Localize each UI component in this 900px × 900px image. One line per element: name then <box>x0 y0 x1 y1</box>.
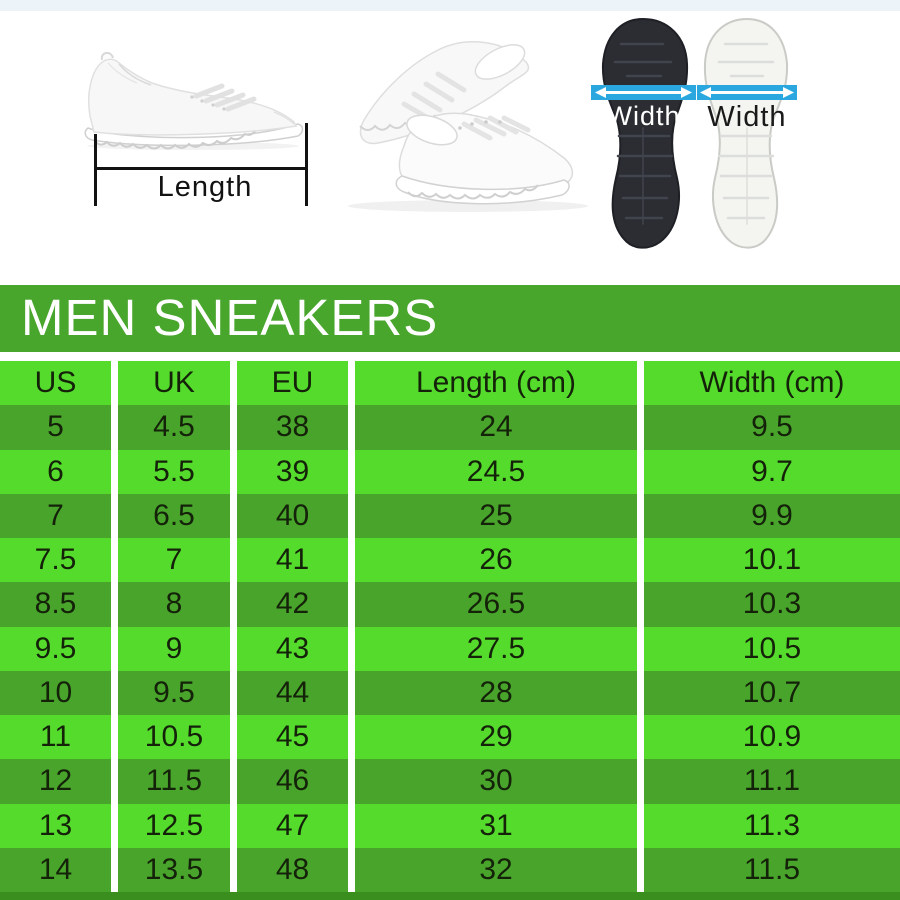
table-cell: 9.5 <box>118 670 230 715</box>
table-row: 11 10.5 45 29 10.9 <box>0 715 900 760</box>
table-cell: 9.5 <box>644 405 900 450</box>
table-cell: 14 <box>0 847 111 892</box>
table-cell: 9.5 <box>0 626 111 671</box>
table-cell: 46 <box>237 759 348 804</box>
table-cell: 38 <box>237 405 348 450</box>
table-cell: 10.7 <box>644 670 900 715</box>
table-cell: 6.5 <box>118 493 230 538</box>
table-cell: 39 <box>237 449 348 494</box>
table-cell: 13.5 <box>118 847 230 892</box>
table-cell: 9 <box>118 626 230 671</box>
chart-title: MEN SNEAKERS <box>0 285 900 352</box>
table-cell: 45 <box>237 715 348 760</box>
table-cell: 29 <box>355 715 637 760</box>
table-row: 10 9.5 44 28 10.7 <box>0 670 900 715</box>
table-row: 7 6.5 40 25 9.9 <box>0 493 900 538</box>
table-cell: 12 <box>0 759 111 804</box>
table-cell: 13 <box>0 803 111 848</box>
table-cell: 8 <box>118 582 230 627</box>
header-row: US UK EU Length (cm) Width (cm) <box>0 361 900 406</box>
table-cell: 12.5 <box>118 803 230 848</box>
table-cell: 32 <box>355 847 637 892</box>
table-cell: 11.3 <box>644 803 900 848</box>
table-cell: 31 <box>355 803 637 848</box>
table-cell: 25 <box>355 493 637 538</box>
table-cell: 7.5 <box>0 538 111 583</box>
table-cell: 30 <box>355 759 637 804</box>
length-tick-right <box>305 123 308 206</box>
column-header: Width (cm) <box>644 361 900 406</box>
table-row: 9.5 9 43 27.5 10.5 <box>0 626 900 671</box>
column-header: UK <box>118 361 230 406</box>
length-label: Length <box>157 171 253 203</box>
table-cell: 40 <box>237 493 348 538</box>
table-cell: 11.1 <box>644 759 900 804</box>
column-header: EU <box>237 361 348 406</box>
bottom-border-strip <box>0 892 900 900</box>
table-cell: 26.5 <box>355 582 637 627</box>
table-cell: 24.5 <box>355 449 637 494</box>
table-cell: 5.5 <box>118 449 230 494</box>
width-label-white-sole: Width <box>707 101 787 133</box>
sneaker-pair-photo <box>348 41 588 212</box>
table-cell: 7 <box>118 538 230 583</box>
table-cell: 48 <box>237 847 348 892</box>
table-cell: 4.5 <box>118 405 230 450</box>
table-cell: 42 <box>237 582 348 627</box>
table-cell: 11 <box>0 715 111 760</box>
table-cell: 7 <box>0 493 111 538</box>
table-cell: 10 <box>0 670 111 715</box>
table-cell: 28 <box>355 670 637 715</box>
table-cell: 27.5 <box>355 626 637 671</box>
table-row: 7.5 7 41 26 10.1 <box>0 538 900 583</box>
table-cell: 10.3 <box>644 582 900 627</box>
table-cell: 43 <box>237 626 348 671</box>
photo-backdrop-tint <box>0 0 900 11</box>
table-cell: 11.5 <box>644 847 900 892</box>
table-cell: 24 <box>355 405 637 450</box>
table-cell: 8.5 <box>0 582 111 627</box>
sole-black-photo <box>591 17 696 249</box>
sneaker-side-photo <box>84 52 304 150</box>
table-row: 14 13.5 48 32 11.5 <box>0 847 900 892</box>
table-cell: 10.5 <box>118 715 230 760</box>
width-label-black-sole: Width <box>606 101 681 131</box>
table-row: 6 5.5 39 24.5 9.7 <box>0 449 900 494</box>
table-cell: 26 <box>355 538 637 583</box>
table-cell: 41 <box>237 538 348 583</box>
column-header: Length (cm) <box>355 361 637 406</box>
table-cell: 10.9 <box>644 715 900 760</box>
table-cell: 9.9 <box>644 493 900 538</box>
table-cell: 9.7 <box>644 449 900 494</box>
table-cell: 11.5 <box>118 759 230 804</box>
table-cell: 47 <box>237 803 348 848</box>
length-tick-left <box>94 134 97 206</box>
column-header: US <box>0 361 111 406</box>
sole-white-photo <box>697 17 797 249</box>
table-row: 5 4.5 38 24 9.5 <box>0 405 900 450</box>
size-table: US UK EU Length (cm) Width (cm) 5 4.5 38 24 9.5 6… <box>0 361 900 892</box>
table-cell: 6 <box>0 449 111 494</box>
length-measure-line <box>94 167 308 170</box>
table-row: 8.5 8 42 26.5 10.3 <box>0 582 900 627</box>
table-cell: 5 <box>0 405 111 450</box>
table-row: 12 11.5 46 30 11.1 <box>0 759 900 804</box>
table-cell: 10.1 <box>644 538 900 583</box>
table-row: 13 12.5 47 31 11.3 <box>0 803 900 848</box>
table-cell: 44 <box>237 670 348 715</box>
table-cell: 10.5 <box>644 626 900 671</box>
